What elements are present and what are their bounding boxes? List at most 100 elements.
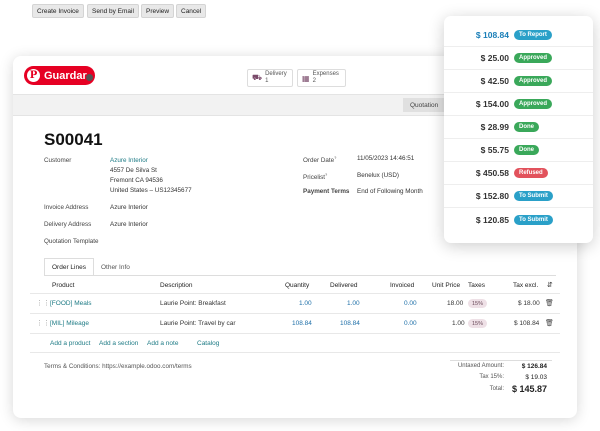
list-item[interactable]: $ 108.84 To Report: [444, 24, 593, 47]
col-header-description[interactable]: Description: [160, 282, 193, 289]
delivery-label: Delivery: [265, 71, 287, 77]
delivery-address-label: Delivery Address: [44, 221, 92, 228]
row2-unit-price[interactable]: 1.00: [452, 320, 465, 327]
row1-trash-icon[interactable]: 🗑: [545, 300, 554, 307]
terms-and-conditions[interactable]: Terms & Conditions: https://example.odoo…: [44, 363, 192, 370]
pinterest-save-button[interactable]: P Guardar: [24, 66, 95, 85]
list-item[interactable]: $ 152.80 To Submit: [444, 185, 593, 208]
row1-quantity[interactable]: 1.00: [299, 300, 312, 307]
untaxed-amount-label: Untaxed Amount:: [457, 363, 504, 369]
list-item[interactable]: $ 450.58 Refused: [444, 162, 593, 185]
expense-amount: $ 152.80: [475, 191, 509, 201]
catalog-link[interactable]: Catalog: [197, 340, 220, 347]
column-settings-icon[interactable]: ⇵: [547, 282, 553, 289]
address-line3: United States – US12345677: [110, 187, 192, 194]
row1-unit-price[interactable]: 18.00: [447, 300, 464, 307]
row2-tax-badge[interactable]: 15%: [468, 319, 488, 328]
col-header-product[interactable]: Product: [52, 282, 75, 289]
order-date-label: Order Date?: [303, 155, 337, 165]
status-step-quotation[interactable]: Quotation: [403, 98, 453, 112]
address-line2: Fremont CA 94536: [110, 177, 163, 184]
create-invoice-button[interactable]: Create Invoice: [32, 4, 84, 18]
status-badge: To Submit: [514, 214, 553, 225]
cancel-button[interactable]: Cancel: [176, 4, 207, 18]
invoice-address-label: Invoice Address: [44, 204, 89, 211]
expense-amount: $ 154.00: [475, 99, 509, 109]
row1-delivered[interactable]: 1.00: [347, 300, 360, 307]
delivery-count: 1: [265, 78, 269, 84]
delivery-smart-button[interactable]: ⛟ Delivery 1: [247, 69, 293, 87]
status-badge: To Submit: [514, 191, 553, 201]
status-badge: Approved: [514, 76, 553, 86]
expense-amount: $ 55.75: [480, 145, 509, 155]
row1-description[interactable]: Laurie Point: Breakfast: [160, 300, 226, 307]
list-item[interactable]: $ 25.00 Approved: [444, 47, 593, 70]
row2-subtotal: $ 108.84: [514, 320, 540, 327]
status-badge: Done: [514, 122, 539, 132]
add-note-link[interactable]: Add a note: [147, 340, 179, 347]
tax-value: $ 19.03: [525, 374, 547, 381]
list-item[interactable]: $ 120.85 To Submit: [444, 208, 593, 231]
expense-amount: $ 450.58: [475, 168, 509, 178]
list-item[interactable]: $ 55.75 Done: [444, 139, 593, 162]
row2-trash-icon[interactable]: 🗑: [545, 320, 554, 327]
pricelist-field[interactable]: Benelux (USD): [357, 172, 399, 179]
send-by-email-button[interactable]: Send by Email: [87, 4, 139, 18]
gear-icon[interactable]: [86, 74, 93, 81]
address-line1: 4557 De Silva St: [110, 167, 157, 174]
payment-terms-label: Payment Terms: [303, 188, 350, 195]
col-header-unit-price[interactable]: Unit Price: [432, 282, 461, 289]
list-item[interactable]: $ 154.00 Approved: [444, 93, 593, 116]
row2-delivered[interactable]: 108.84: [340, 320, 360, 327]
untaxed-amount-value: $ 126.84: [521, 363, 547, 370]
order-date-help-mark: ?: [334, 155, 337, 160]
preview-button[interactable]: Preview: [141, 4, 175, 18]
col-header-delivered[interactable]: Delivered: [330, 282, 358, 289]
expense-amount: $ 25.00: [480, 53, 509, 63]
row2-quantity[interactable]: 108.84: [292, 320, 312, 327]
expense-status-card: $ 108.84 To Report $ 25.00 Approved $ 42…: [444, 16, 593, 243]
page-title: S00041: [44, 130, 103, 149]
pinterest-save-label: Guardar: [44, 69, 87, 82]
total-value: $ 145.87: [511, 384, 547, 394]
notebook-tabs: Order Lines Other Info: [44, 258, 137, 276]
quotation-template-label: Quotation Template: [44, 238, 99, 245]
customer-link[interactable]: Azure Interior: [110, 157, 148, 164]
row1-tax-badge[interactable]: 15%: [468, 299, 488, 308]
expenses-label: Expenses: [312, 71, 339, 77]
drag-handle-icon[interactable]: ⋮⋮: [36, 300, 50, 307]
add-product-link[interactable]: Add a product: [50, 340, 91, 347]
status-badge: Refused: [514, 168, 548, 178]
col-header-quantity[interactable]: Quantity: [285, 282, 310, 289]
col-header-tax-excl[interactable]: Tax excl.: [513, 282, 539, 289]
row1-product[interactable]: [FOOD] Meals: [50, 300, 92, 307]
form-toolbar: [13, 94, 453, 116]
customer-label: Customer: [44, 157, 72, 164]
invoice-address-field[interactable]: Azure Interior: [110, 204, 148, 211]
status-badge: Approved: [514, 53, 553, 63]
list-item[interactable]: $ 42.50 Approved: [444, 70, 593, 93]
truck-icon: ⛟: [252, 73, 263, 82]
row1-subtotal: $ 18.00: [518, 300, 540, 307]
pricelist-label: Pricelist?: [303, 172, 328, 182]
tab-other-info[interactable]: Other Info: [100, 263, 130, 271]
expense-amount: $ 120.85: [475, 214, 509, 225]
list-item[interactable]: $ 28.99 Done: [444, 116, 593, 139]
col-header-taxes[interactable]: Taxes: [468, 282, 485, 289]
row2-description[interactable]: Laurie Point: Travel by car: [160, 320, 236, 327]
tab-order-lines[interactable]: Order Lines: [44, 258, 94, 276]
payment-terms-field[interactable]: End of Following Month: [357, 188, 423, 195]
expense-amount: $ 28.99: [480, 122, 509, 132]
drag-handle-icon[interactable]: ⋮⋮: [36, 320, 50, 327]
expenses-smart-button[interactable]: ▦ Expenses 2: [297, 69, 346, 87]
add-section-link[interactable]: Add a section: [99, 340, 139, 347]
expense-amount: $ 108.84: [475, 30, 509, 40]
table-divider: [30, 333, 560, 334]
col-header-invoiced[interactable]: Invoiced: [390, 282, 415, 289]
row2-product[interactable]: [MIL] Mileage: [50, 320, 90, 327]
order-date-field[interactable]: 11/05/2023 14:46:51: [357, 155, 415, 162]
total-label: Total:: [489, 386, 504, 392]
receipt-icon: ▦: [302, 73, 310, 83]
delivery-address-field[interactable]: Azure Interior: [110, 221, 148, 228]
tab-divider: [44, 275, 556, 276]
